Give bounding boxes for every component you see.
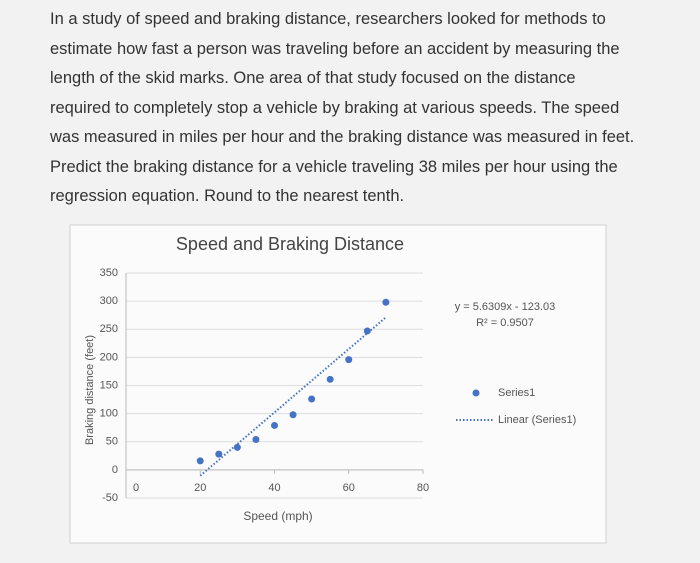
x-tick-label: 80	[417, 482, 429, 494]
legend-label: Series1	[498, 387, 535, 399]
point	[215, 450, 223, 458]
y-tick-label: 150	[100, 379, 118, 391]
question-line: length of the skid marks. One area of th…	[50, 69, 576, 87]
legend-label: Linear (Series1)	[498, 414, 576, 426]
point	[233, 443, 241, 451]
point	[363, 327, 371, 335]
x-tick-label: 20	[194, 482, 206, 494]
point	[196, 457, 204, 465]
y-tick-label: 250	[100, 323, 118, 335]
question-line: required to completely stop a vehicle by…	[50, 98, 620, 117]
y-tick-label: -50	[102, 492, 118, 504]
y-tick-label: 350	[100, 267, 118, 279]
x-axis-label: Speed (mph)	[243, 509, 312, 523]
chart-frame	[69, 224, 607, 544]
y-tick-label: 200	[100, 351, 118, 363]
point	[271, 421, 278, 429]
question-line: regression equation. Round to the neares…	[50, 187, 405, 205]
trendline	[199, 316, 387, 477]
question-line: In a study of speed and braking distance…	[50, 10, 606, 28]
y-tick-label: 0	[112, 464, 118, 476]
chart-title: Speed and Braking Distance	[176, 234, 404, 254]
trendline-equation: y = 5.6309x - 123.03	[455, 301, 556, 313]
y-axis-label: Braking distance (feet)	[84, 335, 96, 445]
point	[382, 298, 390, 306]
r-squared: R² = 0.9507	[476, 317, 534, 329]
point	[308, 395, 316, 403]
x-tick-label: 40	[268, 482, 280, 494]
point	[252, 436, 260, 443]
legend-marker	[472, 389, 480, 397]
point	[345, 356, 353, 364]
x-tick-label: 60	[343, 482, 355, 494]
question-line: was measured in miles per hour and the b…	[50, 128, 635, 146]
y-tick-label: 100	[100, 408, 118, 420]
point	[326, 375, 334, 383]
question-line: Predict the braking distance for a vehic…	[50, 157, 618, 176]
y-tick-label: 50	[106, 436, 118, 448]
question-line: estimate how fast a person was traveling…	[50, 39, 620, 58]
x-tick-label: 0	[133, 482, 139, 494]
point	[289, 411, 297, 419]
y-tick-label: 300	[100, 295, 118, 307]
